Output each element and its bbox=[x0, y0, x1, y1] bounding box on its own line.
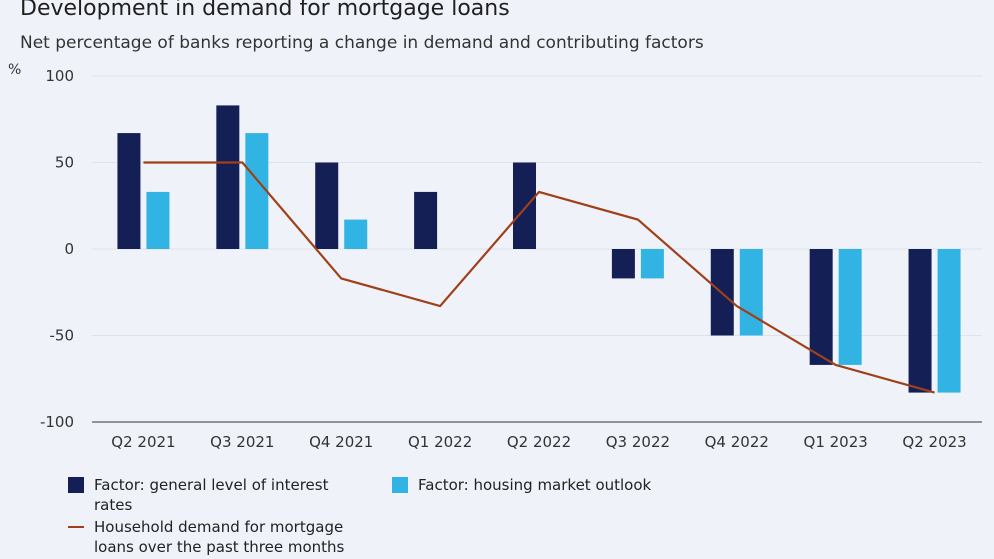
bar bbox=[315, 162, 339, 249]
legend-swatch-housing-outlook bbox=[392, 477, 408, 493]
legend-label-housing-outlook: Factor: housing market outlook bbox=[418, 476, 652, 494]
bar bbox=[245, 133, 269, 249]
x-tick-label: Q2 2023 bbox=[902, 433, 966, 451]
y-axis-unit: % bbox=[8, 62, 22, 78]
legend-item-interest-rates[interactable]: Factor: general level of interest rates bbox=[68, 475, 364, 515]
legend-swatch-interest-rates bbox=[68, 477, 84, 493]
legend-item-housing-outlook[interactable]: Factor: housing market outlook bbox=[392, 475, 688, 495]
bar bbox=[117, 133, 141, 249]
bar bbox=[838, 249, 862, 365]
bar bbox=[344, 219, 368, 249]
legend-item-household-demand[interactable]: Household demand for mortgage loans over… bbox=[68, 517, 364, 557]
y-tick-label: -100 bbox=[40, 413, 74, 431]
x-tick-label: Q1 2022 bbox=[408, 433, 472, 451]
bar bbox=[809, 249, 833, 365]
x-tick-label: Q1 2023 bbox=[804, 433, 868, 451]
bar bbox=[739, 249, 763, 336]
mortgage-demand-chart: 100 50 0 -50 -100 Q2 2021 Q3 2021 Q4 2021 Q1 202… bbox=[40, 67, 982, 451]
y-tick-label: 50 bbox=[55, 154, 74, 172]
bar bbox=[908, 249, 932, 393]
bar bbox=[216, 105, 240, 249]
y-tick-label: 0 bbox=[64, 240, 74, 258]
bar bbox=[414, 191, 438, 249]
x-tick-label: Q3 2022 bbox=[606, 433, 670, 451]
bar bbox=[611, 249, 635, 279]
bar bbox=[513, 162, 536, 249]
y-tick-label: -50 bbox=[50, 327, 75, 345]
x-tick-label: Q4 2021 bbox=[309, 433, 373, 451]
x-tick-label: Q2 2022 bbox=[507, 433, 571, 451]
x-tick-label: Q3 2021 bbox=[210, 433, 274, 451]
chart-title: Development in demand for mortgage loans bbox=[20, 0, 510, 21]
chart-subtitle: Net percentage of banks reporting a chan… bbox=[20, 33, 704, 53]
legend-label-household-demand: Household demand for mortgage loans over… bbox=[94, 518, 345, 556]
bar bbox=[640, 249, 664, 279]
x-tick-label: Q4 2022 bbox=[705, 433, 769, 451]
legend-swatch-household-demand bbox=[68, 526, 84, 528]
y-tick-label: 100 bbox=[45, 67, 74, 85]
legend-label-interest-rates: Factor: general level of interest rates bbox=[94, 476, 329, 514]
bar bbox=[146, 191, 170, 249]
bar bbox=[937, 249, 961, 393]
x-tick-label: Q2 2021 bbox=[111, 433, 175, 451]
